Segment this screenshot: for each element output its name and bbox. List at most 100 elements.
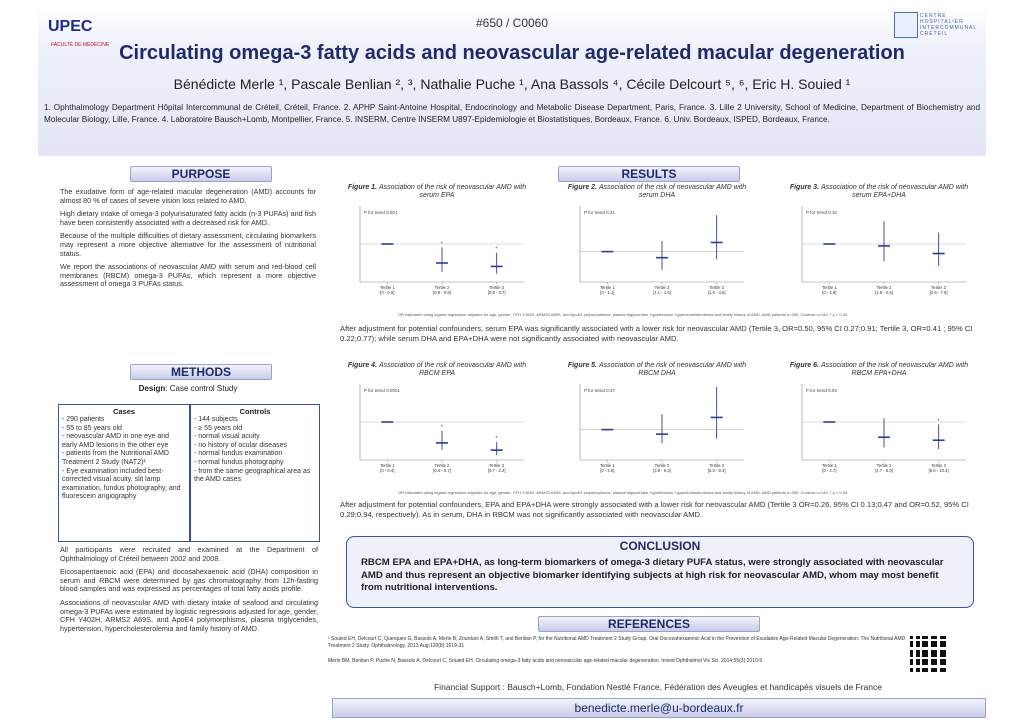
x-tick-label: Tertile 1 xyxy=(822,463,837,468)
x-tick-label: Tertile 3 xyxy=(709,463,724,468)
methods-text: All participants were recruited and exam… xyxy=(60,545,318,638)
controls-item: - normal fundus photography xyxy=(194,458,284,466)
p-trend-label: P for trend 0.03 xyxy=(806,388,837,393)
controls-item: - normal fundus examination xyxy=(194,450,283,458)
figure-6: Figure 6. Association of the risk of neo… xyxy=(784,362,974,486)
controls-list: - 144 subjects - ≥ 55 years old - normal… xyxy=(191,416,319,485)
x-tick-label: Tertile 3 xyxy=(709,285,724,290)
figure-3: Figure 3. Association of the risk of neo… xyxy=(784,184,974,308)
poster-affiliations: 1. Ophthalmology Department Hôpital Inte… xyxy=(44,103,980,124)
figure-chart: P for trend 0.16 Tertile 1[0 - 1.9] Tertil… xyxy=(801,206,966,295)
upec-logo-subtext: FACULTÉ DE MÉDECINE xyxy=(51,42,110,48)
purpose-heading: PURPOSE xyxy=(130,166,272,182)
conclusion-box: CONCLUSION RBCM EPA and EPA+DHA, as long… xyxy=(346,536,974,608)
methods-paragraph: Eicosapentaenoic acid (EPA) and docosahe… xyxy=(60,567,318,594)
chic-logo: CENTRE HOSPITALIER INTERCOMMUNAL CRÉTEIL xyxy=(894,12,978,42)
results-text-rbcm: After adjustment for potential confounde… xyxy=(340,500,969,519)
methods-paragraph: All participants were recruited and exam… xyxy=(60,545,318,563)
reference-1: ¹ Souied EH, Delcourt C, Querques G, Bas… xyxy=(328,636,906,649)
x-tick-label: Tertile 3 xyxy=(931,285,946,290)
poster-header: #650 / C0060 UPEC FACULTÉ DE MÉDECINE CEN… xyxy=(38,6,986,156)
x-tick-range: [6.0 - 10.4] xyxy=(929,468,949,473)
x-tick-range: [2.6 - 7.8] xyxy=(930,290,948,295)
x-tick-range: [0 - 1.9] xyxy=(822,290,836,295)
poster-id: #650 / C0060 xyxy=(475,16,549,30)
figure-caption: Figure 1. Association of the risk of neo… xyxy=(342,184,532,200)
poster: #650 / C0060 UPEC FACULTÉ DE MÉDECINE CEN… xyxy=(38,6,986,720)
p-trend-label: P for trend 0.0001 xyxy=(364,388,400,393)
p-trend-label: P for trend 0.37 xyxy=(584,388,615,393)
x-tick-range: [0 - 0.9] xyxy=(380,290,394,295)
figure-footnote-row2: OR estimated using logistic regression a… xyxy=(398,490,848,495)
controls-box: Controls - 144 subjects - ≥ 55 years old… xyxy=(190,404,320,542)
poster-authors: Bénédicte Merle ¹, Pascale Benlian ², ³,… xyxy=(173,76,851,92)
cases-list: - 290 patients - 55 to 85 years old - ne… xyxy=(59,416,189,502)
contact-email[interactable]: benedicte.merle@u-bordeaux.fr xyxy=(332,698,986,718)
figure-label: Figure 3. xyxy=(789,184,821,191)
x-tick-range: [0.9 - 0.8] xyxy=(433,290,451,295)
controls-item: - normal visual acuity xyxy=(194,433,260,441)
figure-label: Figure 2. xyxy=(567,184,599,191)
x-tick-label: Tertile 3 xyxy=(931,463,946,468)
figure-caption-text: Association of the risk of neovascular A… xyxy=(820,362,969,377)
figure-label: Figure 1. xyxy=(347,184,379,191)
purpose-paragraph: The exudative form of age-related macula… xyxy=(60,187,316,205)
cases-item: - patients from the Nutritional AMD Trea… xyxy=(62,450,169,466)
figure-2: Figure 2. Association of the risk of neo… xyxy=(562,184,752,308)
significance-star: * xyxy=(937,418,939,424)
methods-heading: METHODS xyxy=(130,364,272,380)
cases-item: - Eye examination included best-correcte… xyxy=(62,467,181,501)
figure-caption-text: Association of the risk of neovascular A… xyxy=(598,184,747,199)
figure-label: Figure 4. xyxy=(347,362,379,369)
purpose-paragraph: High dietary intake of omega-3 polyunsat… xyxy=(60,209,316,227)
x-tick-range: [1.9 - 2.6] xyxy=(875,290,893,295)
cases-box: Cases - 290 patients - 55 to 85 years ol… xyxy=(58,404,190,542)
x-tick-range: [0.4 - 0.7] xyxy=(433,468,451,473)
reference-2: Merle BM, Benlian P, Puche N, Bassols A,… xyxy=(328,658,763,664)
x-tick-label: Tertile 2 xyxy=(877,463,892,468)
study-design-label: Design xyxy=(138,384,166,393)
figure-label: Figure 5. xyxy=(567,362,599,369)
financial-support: Financial Support : Bausch+Lomb, Fondati… xyxy=(433,682,882,692)
x-tick-range: [0 - 1.1] xyxy=(600,290,614,295)
controls-item: - 144 subjects xyxy=(194,416,238,423)
controls-item: - from the same geographical area as the… xyxy=(194,467,311,484)
figure-label: Figure 6. xyxy=(789,362,821,369)
x-tick-range: [0.8 - 3.7] xyxy=(488,290,506,295)
study-design: Design: Case control Study xyxy=(58,384,318,393)
poster-title: Circulating omega-3 fatty acids and neov… xyxy=(119,42,905,64)
purpose-paragraph: We report the associations of neovascula… xyxy=(60,262,316,289)
upec-logo-text: UPEC xyxy=(48,18,93,35)
figure-4: Figure 4. Association of the risk of neo… xyxy=(342,362,532,486)
chic-logo-text: CENTRE HOSPITALIER INTERCOMMUNAL CRÉTEIL xyxy=(920,13,977,37)
x-tick-range: [5.3 - 8.4] xyxy=(708,468,726,473)
purpose-text: The exudative form of age-related macula… xyxy=(60,187,316,294)
figure-chart: P for trend 0.0001 Tertile 1[0 - 0.4] * Ter… xyxy=(359,384,524,473)
figure-caption: Figure 2. Association of the risk of neo… xyxy=(562,184,752,200)
x-tick-label: Tertile 2 xyxy=(435,463,450,468)
x-tick-range: [3.9 - 5.3] xyxy=(653,468,671,473)
x-tick-range: [4.7 - 6.0] xyxy=(875,468,893,473)
controls-title: Controls xyxy=(239,407,271,416)
significance-star: * xyxy=(441,241,443,247)
p-trend-label: P for trend 0.31 xyxy=(584,210,615,215)
x-tick-label: Tertile 2 xyxy=(655,285,670,290)
upec-logo: UPEC FACULTÉ DE MÉDECINE xyxy=(48,18,118,48)
cases-item: - 290 patients xyxy=(62,416,105,423)
cases-item: - neovascular AMD in one eye and early A… xyxy=(62,433,170,449)
figure-caption-text: Association of the risk of neovascular A… xyxy=(820,184,969,199)
figure-1: Figure 1. Association of the risk of neo… xyxy=(342,184,532,308)
cases-title: Cases xyxy=(112,407,136,416)
conclusion-heading: CONCLUSION xyxy=(619,539,701,553)
x-tick-label: Tertile 1 xyxy=(380,463,395,468)
figure-chart: P for trend 0.37 Tertile 1[0 - 3.9] Tertil… xyxy=(579,384,744,473)
figure-caption: Figure 5. Association of the risk of neo… xyxy=(562,362,752,378)
controls-item: - ≥ 55 years old xyxy=(194,424,243,432)
qr-code[interactable] xyxy=(910,636,946,672)
x-tick-range: [0 - 4.7] xyxy=(822,468,836,473)
figure-caption-text: Association of the risk of neovascular A… xyxy=(378,362,527,377)
x-tick-label: Tertile 3 xyxy=(489,463,504,468)
study-design-value: : Case control Study xyxy=(165,384,238,393)
x-tick-label: Tertile 2 xyxy=(877,285,892,290)
methods-paragraph: Associations of neovascular AMD with die… xyxy=(60,597,318,633)
